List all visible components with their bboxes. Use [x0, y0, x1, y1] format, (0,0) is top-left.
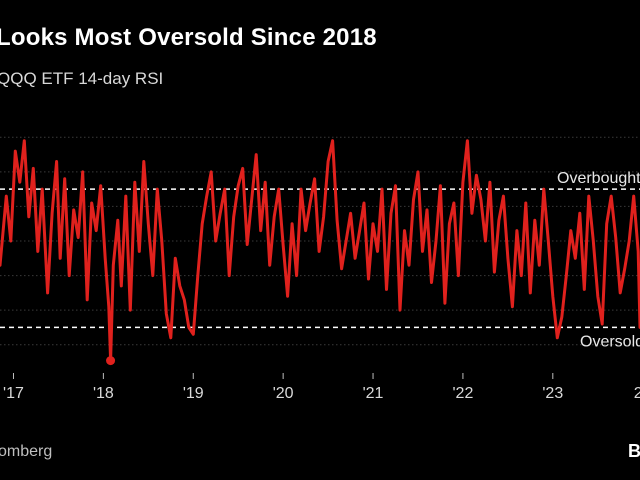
x-tick-label: '23 — [542, 385, 563, 402]
x-tick-label: '19 — [183, 385, 204, 402]
x-tick-label: '22 — [452, 385, 473, 402]
bloomberg-logo: B — [628, 441, 640, 461]
x-tick-label: '21 — [363, 385, 384, 402]
x-tick-label: '17 — [3, 385, 24, 402]
chart-title: Looks Most Oversold Since 2018 — [0, 24, 377, 51]
low-point-marker — [106, 356, 116, 366]
x-tick-label: 20 — [634, 385, 640, 402]
grid-layer — [0, 136, 640, 346]
x-tick-label: '20 — [273, 385, 294, 402]
x-tick-label: '18 — [93, 385, 114, 402]
threshold-label-overbought: Overbought — [557, 170, 640, 187]
source-note: omberg — [0, 443, 53, 460]
x-axis: '17 '18 '19 '20 '21 '22 '23 20 — [3, 373, 640, 402]
rsi-series-line — [0, 139, 640, 363]
threshold-label-oversold: Oversold — [580, 333, 640, 350]
chart-subtitle: QQQ ETF 14-day RSI — [0, 69, 164, 88]
threshold-layer: Overbought Oversold — [0, 170, 640, 350]
series-layer — [0, 139, 640, 366]
